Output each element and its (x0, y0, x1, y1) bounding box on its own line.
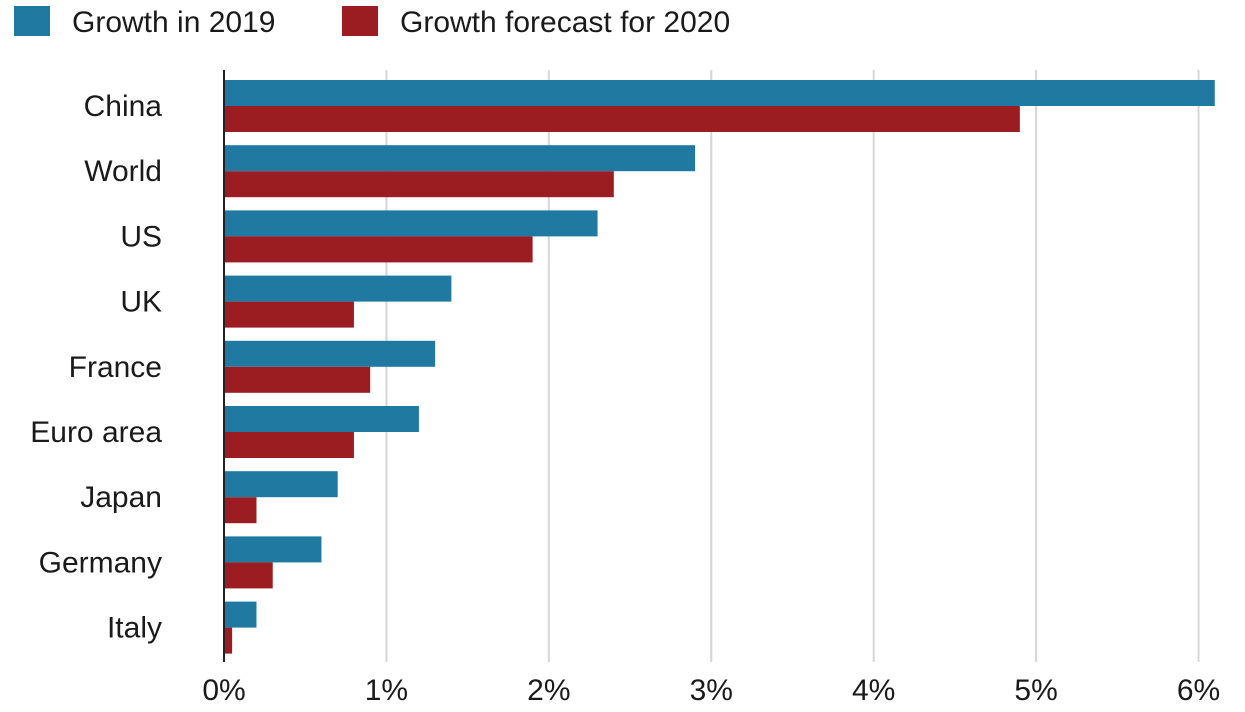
x-tick-label: 4% (852, 674, 895, 707)
bar-us-growth-in-2019 (224, 210, 598, 237)
bar-euro-area-growth-forecast-for-2020 (224, 432, 354, 458)
category-label-japan: Japan (80, 481, 162, 514)
bar-japan-growth-forecast-for-2020 (224, 497, 257, 524)
bar-uk-growth-forecast-for-2020 (224, 301, 354, 328)
legend-label-growth-forecast-2020: Growth forecast for 2020 (400, 6, 730, 39)
legend-swatch-growth-2019 (14, 6, 50, 36)
bar-japan-growth-in-2019 (224, 471, 338, 498)
bar-us-growth-forecast-for-2020 (224, 236, 533, 263)
category-label-world: World (84, 155, 162, 188)
x-tick-label: 0% (202, 674, 245, 707)
bars (224, 80, 1215, 654)
category-label-italy: Italy (107, 612, 162, 645)
category-labels: China World US UK France Euro area Japan German… (30, 90, 162, 645)
category-label-france: France (69, 351, 162, 384)
bar-germany-growth-in-2019 (224, 536, 322, 563)
bar-uk-growth-in-2019 (224, 275, 452, 302)
bar-france-growth-in-2019 (224, 340, 436, 367)
category-label-uk: UK (120, 286, 162, 319)
x-tick-label: 3% (690, 674, 733, 707)
bar-germany-growth-forecast-for-2020 (224, 562, 273, 589)
x-tick-label: 2% (527, 674, 570, 707)
bar-china-growth-in-2019 (224, 80, 1215, 106)
category-label-us: US (120, 220, 162, 253)
category-label-germany: Germany (39, 546, 162, 579)
x-tick-label: 6% (1177, 674, 1220, 707)
bar-italy-growth-in-2019 (224, 601, 257, 628)
bar-china-growth-forecast-for-2020 (224, 106, 1020, 132)
legend-label-growth-2019: Growth in 2019 (72, 6, 275, 39)
bar-euro-area-growth-in-2019 (224, 406, 419, 432)
bar-world-growth-in-2019 (224, 145, 696, 172)
category-label-china: China (84, 90, 163, 123)
x-tick-label: 5% (1014, 674, 1057, 707)
bar-italy-growth-forecast-for-2020 (224, 627, 233, 654)
x-tick-labels: 0% 1% 2% 3% 4% 5% 6% (202, 674, 1220, 707)
bar-france-growth-forecast-for-2020 (224, 366, 371, 393)
legend-swatch-growth-forecast-2020 (342, 6, 378, 36)
category-label-euro-area: Euro area (30, 416, 162, 449)
bar-world-growth-forecast-for-2020 (224, 171, 614, 198)
x-tick-label: 1% (365, 674, 408, 707)
legend: Growth in 2019 Growth forecast for 2020 (14, 6, 730, 39)
